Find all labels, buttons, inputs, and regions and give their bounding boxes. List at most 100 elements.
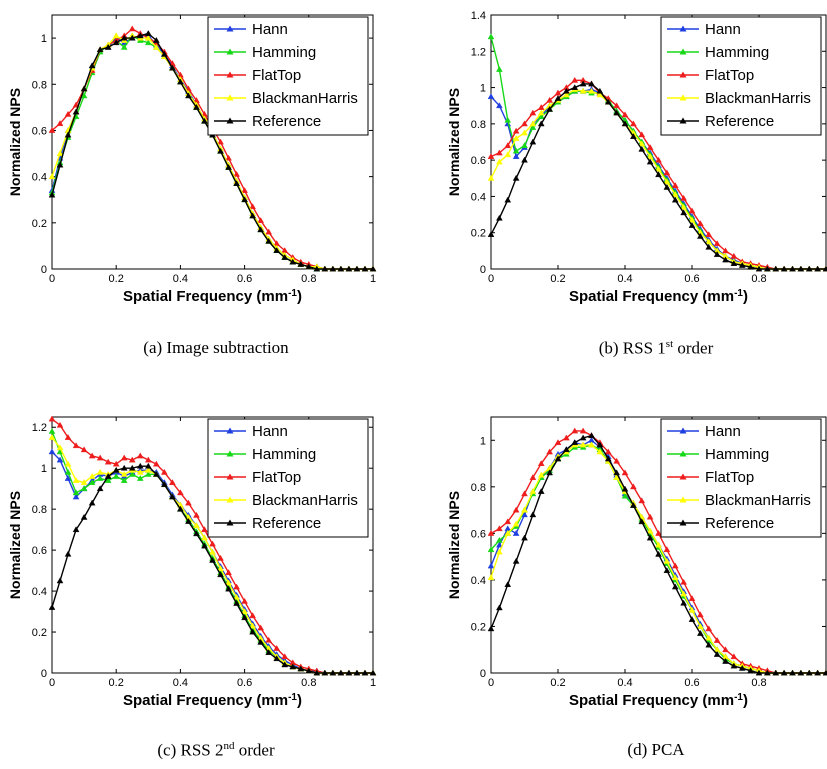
chart-2-point-Reference-29 <box>281 661 289 668</box>
chart-1-point-FlatTop-10 <box>571 76 579 83</box>
chart-3-legend-box <box>660 418 822 538</box>
chart-2-point-Hamming-9 <box>120 477 128 483</box>
chart-0-point-FlatTop-24 <box>241 187 248 193</box>
chart-1-y-tick-label-6: 1.2 <box>471 46 486 58</box>
chart-1-y-tick-label-1: 0.2 <box>471 228 486 240</box>
chart-2-point-BlackmanHarris-6 <box>96 468 104 475</box>
chart-3-point-BlackmanHarris-25 <box>697 623 704 629</box>
chart-0-point-FlatTop-26 <box>257 217 264 223</box>
chart-3-y-tick-label-0: 0 <box>480 668 486 680</box>
chart-3-point-Reference-7 <box>546 469 553 476</box>
chart-2-x-tick-label-3: 0.6 <box>237 677 252 689</box>
chart-3-point-FlatTop-28 <box>722 646 729 653</box>
chart-0-group: 0 0.2 0.4 0.6 0.8 1 0 0.2 0.4 0.6 0.8 1 Spatial Freq… <box>7 14 377 305</box>
chart-1-point-Reference-27 <box>713 251 721 257</box>
chart-3-point-Reference-14 <box>604 455 612 462</box>
chart-3-point-Reference-33 <box>764 669 771 676</box>
chart-3-point-FlatTop-9 <box>563 434 570 441</box>
chart-0-point-FlatTop-25 <box>249 203 256 210</box>
chart-1-x-tick-label-1: 0.2 <box>550 273 565 285</box>
chart-0-point-FlatTop-10 <box>128 25 136 32</box>
chart-3-y-tick-label-4: 0.8 <box>471 482 486 494</box>
chart-2-point-Hamming-0 <box>48 427 56 434</box>
chart-3-point-FlatTop-27 <box>713 637 721 643</box>
chart-0-point-Reference-39 <box>361 265 369 272</box>
chart-0-point-Reference-33 <box>313 265 321 272</box>
chart-0-point-FlatTop-1 <box>56 120 64 126</box>
chart-2-point-Reference-33 <box>313 669 321 676</box>
chart-1-point-Hamming-0 <box>487 33 495 40</box>
chart-0-point-Reference-10 <box>128 34 136 41</box>
chart-0-point-Reference-29 <box>281 254 289 260</box>
chart-3-legend-label-FlatTop: FlatTop <box>705 469 754 486</box>
caption-d: (d) PCA <box>627 740 684 760</box>
chart-3-point-FlatTop-17 <box>630 483 637 490</box>
chart-2-point-FlatTop-17 <box>185 499 192 506</box>
chart-1-legend-label-Hamming: Hamming <box>705 44 769 61</box>
chart-0-legend-marker-Hann <box>226 25 234 32</box>
chart-0-point-Reference-23 <box>233 180 240 186</box>
chart-3-point-FlatTop-3 <box>512 506 520 513</box>
chart-3-point-Reference-21 <box>663 567 671 573</box>
chart-3-point-FlatTop-15 <box>613 457 620 464</box>
chart-3-point-Reference-13 <box>596 441 604 448</box>
chart-1-point-BlackmanHarris-13 <box>596 91 604 98</box>
chart-1-point-FlatTop-20 <box>655 156 662 163</box>
chart-3-point-BlackmanHarris-22 <box>671 574 679 580</box>
chart-1-point-Reference-17 <box>630 133 637 139</box>
chart-1-point-Reference-26 <box>705 243 713 250</box>
chart-0-point-Hamming-12 <box>144 39 152 46</box>
chart-3-point-BlackmanHarris-12 <box>588 441 595 448</box>
chart-2-point-FlatTop-4 <box>80 446 88 453</box>
chart-1-point-Hamming-5 <box>529 124 537 130</box>
chart-1-point-Reference-6 <box>537 120 545 127</box>
chart-2-point-FlatTop-2 <box>64 434 72 440</box>
chart-1-point-Reference-35 <box>780 265 788 272</box>
caption-a: (a) Image subtraction <box>143 338 288 358</box>
chart-2-legend-label-Hamming: Hamming <box>252 446 316 463</box>
chart-1-point-Hann-1 <box>496 102 503 109</box>
chart-2-x-tick-label-2: 0.4 <box>173 677 188 689</box>
chart-2-point-BlackmanHarris-2 <box>64 460 72 467</box>
chart-0-legend-box <box>207 16 369 136</box>
chart-3-point-Reference-9 <box>563 446 570 452</box>
chart-2-legend-marker-Reference <box>226 519 234 526</box>
chart-1-y-tick-label-0: 0 <box>480 264 486 276</box>
chart-0-point-FlatTop-2 <box>64 110 72 117</box>
chart-3-point-Reference-25 <box>697 630 704 636</box>
chart-3-legend-label-BlackmanHarris: BlackmanHarris <box>705 492 811 509</box>
chart-2-point-Hamming-2 <box>64 468 72 475</box>
chart-2-point-FlatTop-15 <box>169 479 176 485</box>
chart-2-point-Hamming-5 <box>88 479 96 485</box>
chart-3-point-Reference-12 <box>588 432 595 439</box>
chart-0-point-Reference-26 <box>257 226 264 233</box>
chart-3-point-FlatTop-8 <box>554 439 562 445</box>
chart-3-legend-label-Hamming: Hamming <box>705 446 769 463</box>
chart-0-point-Reference-8 <box>112 39 120 46</box>
chart-1-point-Reference-13 <box>596 87 604 94</box>
chart-3-point-FlatTop-20 <box>655 529 662 536</box>
chart-2-point-Reference-34 <box>321 669 329 676</box>
chart-1-point-Hann-3 <box>512 153 520 159</box>
chart-1-point-BlackmanHarris-1 <box>496 158 503 165</box>
chart-0-point-Reference-19 <box>201 117 208 124</box>
chart-2-point-BlackmanHarris-19 <box>201 534 208 541</box>
chart-1-point-FlatTop-23 <box>680 194 687 201</box>
chart-3-point-Reference-39 <box>814 669 821 676</box>
chart-1-point-BlackmanHarris-9 <box>563 91 570 98</box>
chart-2-point-BlackmanHarris-21 <box>217 565 224 571</box>
chart-1-point-BlackmanHarris-6 <box>537 109 545 116</box>
chart-0-point-Reference-3 <box>72 108 80 115</box>
chart-1-point-Reference-9 <box>563 87 570 94</box>
chart-2-point-Reference-0 <box>48 604 56 610</box>
chart-0-point-Reference-4 <box>80 85 88 92</box>
chart-2-point-Hamming-8 <box>112 472 120 479</box>
chart-0-point-Reference-21 <box>217 147 224 154</box>
chart-1-point-FlatTop-1 <box>496 149 503 156</box>
chart-3-point-Reference-28 <box>722 657 729 664</box>
caption-c-prefix: (c) RSS 2 <box>157 740 224 760</box>
chart-3-point-BlackmanHarris-0 <box>487 574 495 580</box>
chart-3-y-tick-label-2: 0.4 <box>471 575 486 587</box>
chart-3-point-BlackmanHarris-3 <box>512 520 520 527</box>
